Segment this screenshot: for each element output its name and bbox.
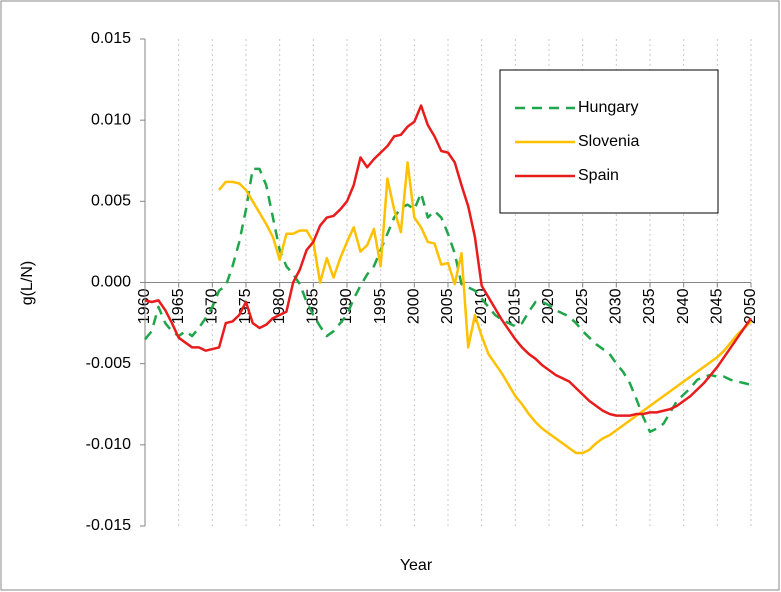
legend-label: Slovenia xyxy=(578,133,639,150)
x-tick-label: 1995 xyxy=(372,288,389,324)
x-tick-label: 2045 xyxy=(709,288,726,324)
series-line xyxy=(144,104,753,417)
x-axis-title: Year xyxy=(400,557,433,574)
y-tick-label: 0.005 xyxy=(91,193,131,210)
x-tick-label: 1980 xyxy=(271,288,288,324)
x-tick-label: 2030 xyxy=(608,288,625,324)
x-tick-label: 2025 xyxy=(574,288,591,324)
legend-label: Spain xyxy=(578,167,619,184)
y-tick-label: 0.015 xyxy=(91,30,131,47)
legend-label: Hungary xyxy=(578,99,638,116)
x-tick-label: 2010 xyxy=(473,288,490,324)
y-tick-label: 0.010 xyxy=(91,111,131,128)
x-tick-label: 2005 xyxy=(439,288,456,324)
x-tick-label: 2050 xyxy=(742,288,759,324)
x-tick-label: 1990 xyxy=(338,288,355,324)
x-tick-label: 2015 xyxy=(507,288,524,324)
x-tick-label: 2000 xyxy=(406,288,423,324)
x-tick-label: 2035 xyxy=(641,288,658,324)
y-tick-label: -0.015 xyxy=(86,517,131,534)
x-tick-label: 1985 xyxy=(305,288,322,324)
y-tick-label: 0.000 xyxy=(91,274,131,291)
x-tick-label: 1965 xyxy=(170,288,187,324)
y-tick-label: -0.005 xyxy=(86,355,131,372)
y-tick-label: -0.010 xyxy=(86,436,131,453)
series-line xyxy=(144,167,752,434)
x-tick-label: 2040 xyxy=(675,288,692,324)
y-axis-title: g(L/N) xyxy=(19,261,36,305)
series-line xyxy=(218,161,752,455)
